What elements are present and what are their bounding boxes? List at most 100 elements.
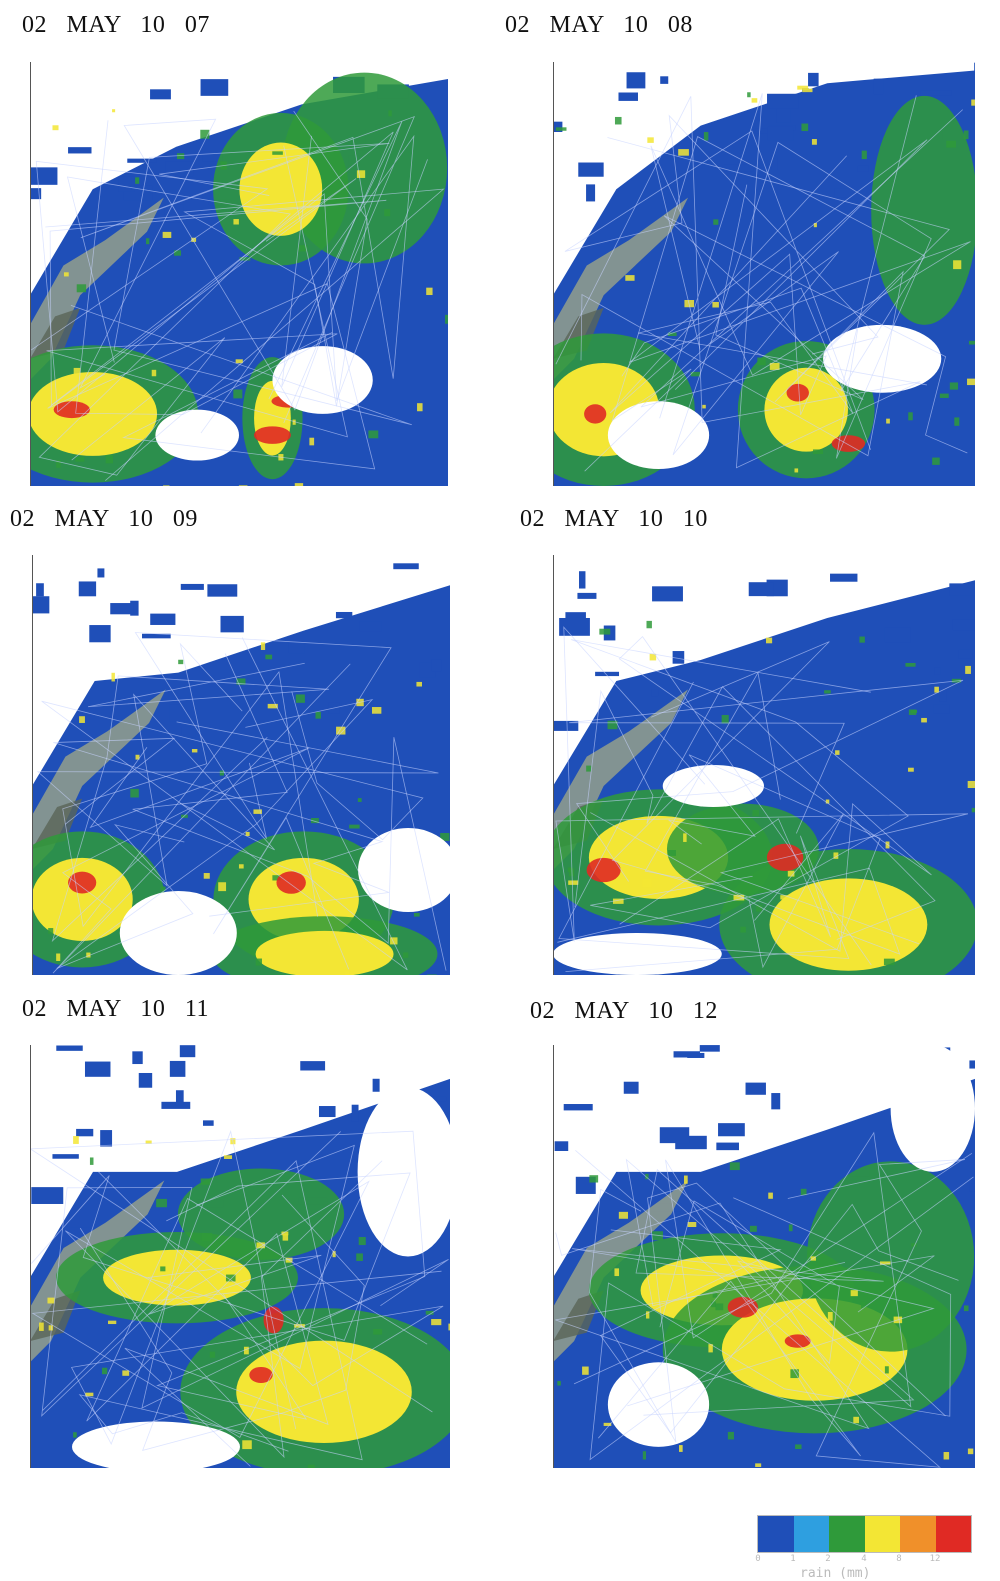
rain-speckle [756,905,763,912]
rain-speckle [281,1231,289,1236]
legend-tick-2: 2 [825,1554,831,1564]
rain-speckle [780,895,788,900]
rain-speckle [555,127,567,131]
rain-speckle [448,1323,450,1331]
rain-speckle [265,654,273,660]
rain-cell [100,1130,113,1147]
rain-speckle [298,245,308,252]
rain-cell [939,685,947,702]
rain-cell [351,1104,359,1122]
boundary-line [42,1160,363,1461]
rain-speckle [667,850,677,856]
boundary-line [588,1182,946,1443]
rain-heavy [255,930,394,975]
rain-cell [623,1081,639,1094]
rain-speckle [416,681,422,687]
boundary-line [609,109,963,416]
rain-speckle [711,1301,716,1308]
rain-speckle [294,483,304,486]
rain-intense [584,404,607,424]
rain-speckle [371,707,382,714]
rain-speckle [967,378,975,386]
rain-cell [207,584,238,597]
rain-cell [688,714,703,720]
rain-speckle [160,886,166,891]
rain-speckle [967,780,975,789]
rain-speckle [191,749,198,753]
rain-speckle [315,711,321,719]
rain-cell [52,1154,79,1159]
rain-speckle [191,237,197,242]
boundary-line [41,637,424,971]
boundary-line [569,679,964,882]
rain-speckle [218,882,227,892]
rain-speckle [568,880,579,885]
rain-speckle [908,412,913,421]
rain-speckle [687,1221,697,1228]
rain-speckle [239,257,251,261]
rain-speckle [373,1329,383,1335]
no-rain-gap [119,891,237,975]
rain-cell [431,659,442,672]
rain-speckle [946,140,956,148]
no-rain-gap [358,828,450,912]
legend-tick-3: 4 [861,1554,867,1564]
rain-cell [169,1060,186,1077]
rain-cell [150,613,176,625]
rain-speckle [349,824,360,829]
boundary-line [62,642,318,928]
rain-speckle [953,260,962,270]
rain-heavy [236,1340,412,1444]
rain-speckle [426,974,437,975]
rain-cell [179,1045,196,1058]
boundary-line [80,115,416,434]
rain-cell [110,603,134,615]
rain-cell [767,93,799,109]
rain-speckle [47,1297,55,1304]
boundary-line [555,626,969,945]
radar-map-0708 [553,62,975,486]
rain-speckle [800,1188,807,1196]
rain-speckle [757,357,766,366]
rain-cell [150,89,171,100]
rain-cell [165,161,194,177]
rain-cell [771,1093,781,1110]
rain-speckle [833,852,839,859]
legend-tick-1: 1 [790,1554,796,1564]
boundary-line [573,1131,912,1408]
boundary-line [31,1172,411,1341]
rain-speckle [39,1322,44,1331]
boundary-line [565,754,881,972]
rain-cell [673,1051,700,1058]
boundary-line [53,737,390,917]
rain-speckle [122,1370,130,1376]
rain-speckle [403,952,409,958]
rain-intense [786,383,809,402]
boundary-line [86,1197,428,1467]
rain-legend-colorbar [757,1515,972,1553]
radar-map-0710 [553,555,975,975]
rain-speckle [235,359,243,364]
rain-speckle [356,170,366,178]
boundary-line [31,1180,442,1439]
rain-speckle [765,637,773,644]
rain-speckle [813,222,817,228]
rain-cell [873,78,884,95]
rain-cell [180,583,204,590]
rain-speckle [56,953,61,962]
rain-heavy [769,878,928,971]
boundary-line [65,1144,383,1459]
rain-cell [127,158,157,163]
boundary-line [555,93,921,469]
rain-speckle [921,717,927,723]
rain-speckle [625,275,635,281]
boundary-line [46,120,348,438]
rain-speckle [850,1290,858,1297]
rain-speckle [645,1173,649,1180]
rain-speckle [967,1448,974,1455]
rain-intense [727,1296,759,1318]
rain-speckle [89,1157,94,1165]
rain-speckle [702,404,706,409]
rain-heavy [239,142,323,236]
rain-speckle [853,1416,860,1424]
